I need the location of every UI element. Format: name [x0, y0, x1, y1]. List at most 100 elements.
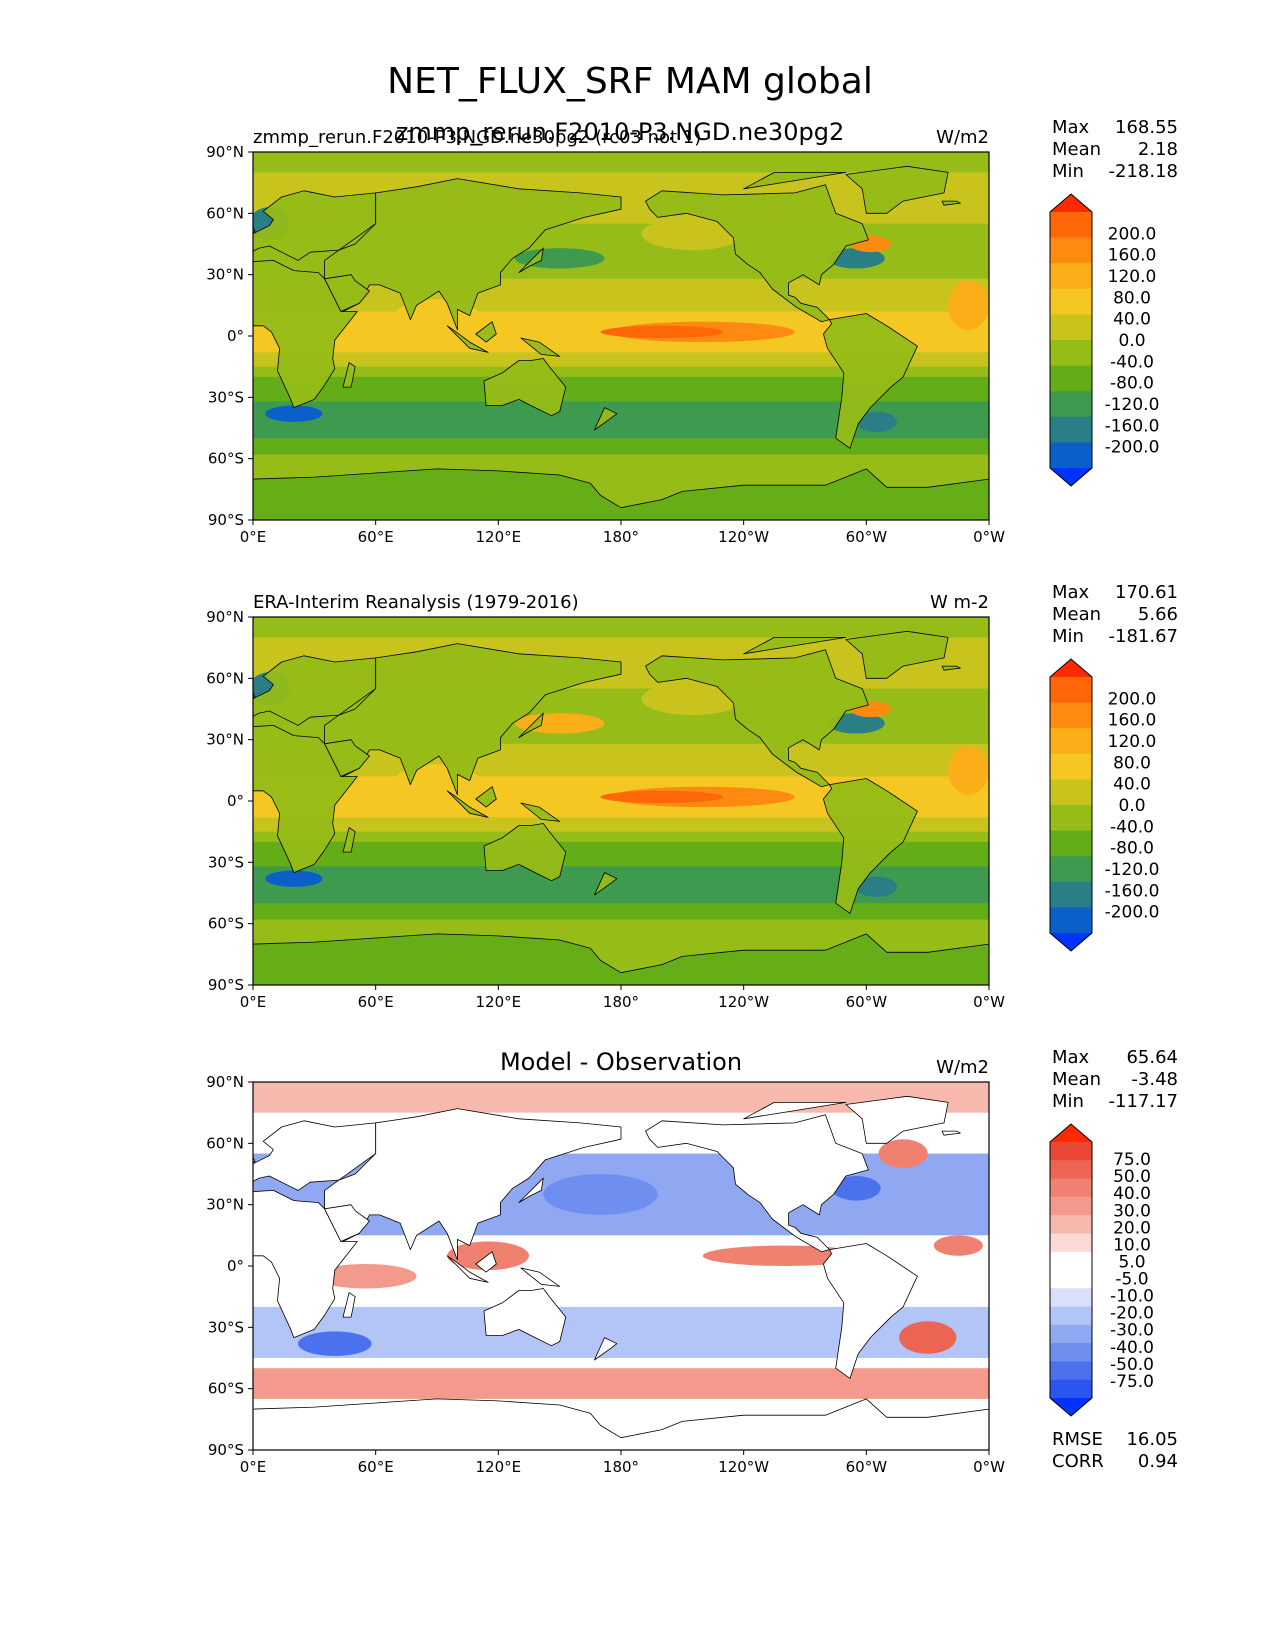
colorbar-swatch — [1050, 340, 1092, 367]
land-australia — [483, 358, 567, 417]
land-japan — [518, 247, 544, 273]
colorbar-swatch — [1050, 805, 1092, 832]
figure-suptitle: NET_FLUX_SRF MAM global — [387, 61, 873, 102]
stat-max-value: 170.61 — [1115, 582, 1178, 603]
colorbar-swatch — [1050, 1343, 1092, 1362]
colorbar-swatch — [1050, 1288, 1092, 1308]
lat-tick-label: 60°S — [208, 915, 244, 933]
panel-1: 90°N 60°N 30°N 0° 30°S 60°S 90°S0°E 60°E 120°E 18… — [206, 117, 1178, 546]
lat-tick-label: 90°S — [208, 1441, 244, 1459]
stat-mean-value: 5.66 — [1138, 604, 1178, 625]
colorbar-level-label: -160.0 — [1105, 881, 1160, 901]
lat-tick-label: 60°N — [206, 1134, 244, 1152]
stat-max-value: 168.55 — [1115, 117, 1178, 138]
colorbar-extend-top — [1050, 194, 1092, 212]
map-area — [253, 1082, 989, 1450]
lon-tick-label: 120°E — [476, 993, 522, 1011]
land-greenland — [845, 630, 949, 679]
colorbar-level-label: -40.0 — [1110, 1338, 1154, 1358]
field-agulhas — [265, 870, 323, 887]
panel-left-label: zmmp_rerun.F2010-P3.NGD.ne30pg2 (rc03 no… — [253, 127, 701, 148]
land-antarctica — [253, 933, 989, 985]
colorbar-extend-bottom — [1050, 468, 1092, 486]
colorbar-extend-bottom — [1050, 933, 1092, 951]
stat-corr-label: CORR — [1052, 1451, 1104, 1472]
colorbar-swatch — [1050, 212, 1092, 239]
land-n-america — [645, 649, 869, 788]
land-antarctica — [253, 468, 989, 520]
field-atlantic-upwelling — [948, 280, 989, 330]
land-iceland — [941, 200, 961, 206]
lon-tick-label: 120°W — [718, 528, 769, 546]
colorbar-swatch — [1050, 1142, 1092, 1161]
lat-tick-label: 30°N — [206, 266, 244, 284]
colorbar-swatch — [1050, 677, 1092, 704]
lon-tick-label: 0°W — [973, 993, 1005, 1011]
colorbar-level-label: -80.0 — [1110, 374, 1154, 394]
colorbar-level-label: -160.0 — [1105, 416, 1160, 436]
colorbar: 75.050.040.030.020.010.05.0-5.0-10.0-20.… — [1049, 1123, 1154, 1417]
field-cold-tongue — [600, 790, 724, 804]
colorbar-swatch — [1050, 1233, 1092, 1253]
field-atlantic-upwelling — [948, 745, 989, 795]
colorbar: 200.0160.0120.080.040.00.0-40.0-80.0-120… — [1049, 658, 1160, 952]
colorbar-swatch — [1050, 1270, 1092, 1289]
colorbar: 200.0160.0120.080.040.00.0-40.0-80.0-120… — [1049, 193, 1160, 487]
lat-tick-label: 0° — [227, 792, 244, 810]
lon-tick-label: 60°W — [846, 993, 888, 1011]
colorbar-swatch — [1050, 391, 1092, 418]
colorbar-swatch — [1050, 314, 1092, 341]
colorbar-extend-top — [1050, 659, 1092, 677]
lon-tick-label: 60°E — [358, 993, 394, 1011]
land-iceland — [941, 1130, 961, 1136]
colorbar-level-label: 120.0 — [1108, 732, 1157, 752]
colorbar-swatch — [1050, 907, 1092, 934]
land-arabia — [324, 739, 370, 777]
stat-max-label: Max — [1052, 582, 1090, 603]
land-arctic-isl — [743, 636, 847, 655]
colorbar-level-label: 160.0 — [1108, 711, 1157, 731]
field-kuroshio — [514, 713, 605, 734]
field-agulhas-neg — [297, 1331, 372, 1356]
land-borneo — [475, 786, 497, 808]
lon-tick-label: 0°W — [973, 528, 1005, 546]
land-borneo — [475, 1251, 497, 1273]
colorbar-swatch — [1050, 856, 1092, 883]
land-arabia — [324, 1204, 370, 1242]
colorbar-swatch — [1050, 1196, 1092, 1216]
colorbar-extend-top — [1050, 1124, 1092, 1142]
lat-tick-label: 60°N — [206, 204, 244, 222]
colorbar-swatch — [1050, 728, 1092, 755]
field-gulf-stream — [827, 248, 885, 269]
field-tropical-atlantic-pos — [933, 1235, 983, 1256]
land-europe — [253, 1120, 377, 1191]
lat-tick-label: 90°N — [206, 143, 244, 161]
lat-tick-label: 30°S — [208, 1318, 244, 1336]
land-arctic-isl — [743, 171, 847, 190]
panel-units: W/m2 — [936, 1057, 989, 1078]
colorbar-level-label: -40.0 — [1110, 352, 1154, 372]
lat-tick-label: 60°S — [208, 450, 244, 468]
colorbar-outline — [1049, 193, 1093, 487]
colorbar-swatch — [1050, 237, 1092, 264]
colorbar-swatch — [1050, 416, 1092, 443]
land-indonesia — [446, 325, 489, 353]
colorbar-swatch — [1050, 702, 1092, 729]
lat-tick-label: 0° — [227, 1257, 244, 1275]
field-falklands — [856, 411, 897, 433]
colorbar-level-label: 30.0 — [1113, 1201, 1151, 1221]
colorbar-level-label: 50.0 — [1113, 1167, 1151, 1187]
panel-units: W/m2 — [936, 127, 989, 148]
colorbar-outline — [1049, 1123, 1093, 1417]
colorbar-level-label: 5.0 — [1118, 1252, 1145, 1272]
lat-tick-label: 90°S — [208, 511, 244, 529]
colorbar-swatch — [1050, 1215, 1092, 1234]
land-new-guinea — [520, 1267, 561, 1287]
colorbar-swatch — [1050, 1251, 1092, 1271]
lat-tick-label: 60°S — [208, 1380, 244, 1398]
lon-tick-label: 0°W — [973, 1458, 1005, 1476]
land-greenland — [845, 165, 949, 214]
colorbar-level-label: 80.0 — [1113, 288, 1151, 308]
colorbar-swatch — [1050, 288, 1092, 315]
panel-title: Model - Observation — [500, 1048, 742, 1076]
